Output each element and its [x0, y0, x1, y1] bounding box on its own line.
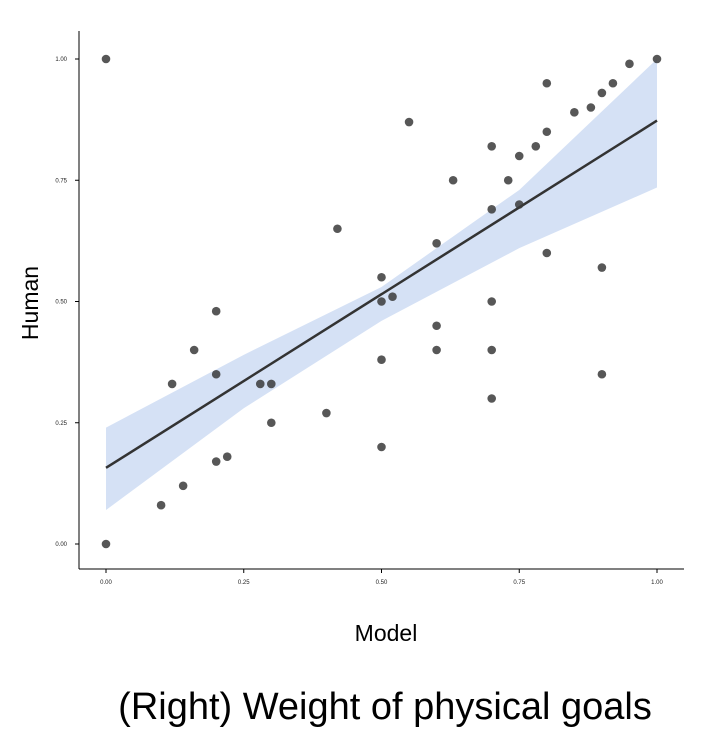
x-tick-label: 0.00 [100, 580, 112, 586]
confidence-band-layer [106, 59, 657, 511]
figure-caption: (Right) Weight of physical goals [118, 686, 652, 728]
data-point [487, 394, 497, 403]
data-point [542, 78, 552, 88]
data-point [211, 306, 221, 316]
data-point [267, 418, 276, 428]
data-point [487, 297, 497, 306]
data-point [333, 224, 342, 234]
data-point [322, 408, 331, 418]
data-point [404, 117, 414, 127]
fit-line-layer [105, 119, 658, 469]
data-point [432, 321, 441, 331]
data-point [377, 297, 386, 306]
regression-line [105, 119, 658, 469]
data-point [156, 500, 166, 510]
x-tick-label: 0.25 [238, 580, 250, 586]
data-point [487, 345, 497, 355]
data-point [211, 369, 221, 379]
data-point [597, 369, 607, 379]
data-point [487, 142, 497, 151]
data-point [189, 345, 199, 355]
data-point [586, 103, 596, 112]
y-axis-title: Human [17, 266, 43, 340]
data-point [448, 175, 458, 185]
data-point [542, 127, 552, 137]
axes: 0.00 0.25 0.50 0.75 1.00 0.00 0.25 0.50 0.75 1.00 [55, 31, 684, 586]
x-tick-label: 1.00 [651, 580, 663, 586]
data-point [377, 442, 386, 452]
x-tick-label: 0.50 [376, 580, 388, 586]
data-points-layer [101, 54, 662, 549]
data-point [514, 151, 524, 161]
data-point [101, 54, 111, 64]
data-point [514, 200, 524, 209]
data-point [432, 239, 441, 248]
x-axis-title: Model [355, 620, 418, 646]
data-point [503, 175, 513, 185]
y-tick-label: 0.50 [55, 300, 67, 306]
data-point [625, 59, 634, 69]
data-point [377, 355, 386, 365]
x-tick-label: 0.75 [513, 580, 525, 586]
y-tick-label: 0.00 [55, 542, 67, 548]
data-point [570, 108, 579, 117]
data-point [597, 263, 607, 272]
confidence-band [106, 59, 657, 511]
y-tick-label: 0.25 [55, 421, 67, 427]
data-point [608, 78, 618, 88]
data-point [542, 248, 552, 258]
data-point [222, 452, 232, 462]
data-point [167, 379, 177, 389]
data-point [255, 379, 265, 389]
data-point [101, 539, 111, 549]
data-point [178, 481, 188, 491]
data-point [432, 345, 441, 355]
data-point [211, 457, 221, 466]
data-point [531, 142, 541, 151]
data-point [597, 88, 607, 98]
data-point [388, 292, 397, 301]
y-tick-label: 1.00 [55, 57, 67, 63]
data-point [652, 54, 662, 64]
scatter-chart: 0.00 0.25 0.50 0.75 1.00 0.00 0.25 0.50 0.75 1.00… [17, 31, 684, 646]
data-point [487, 205, 497, 214]
data-point [267, 379, 276, 389]
data-point [377, 272, 386, 282]
y-tick-label: 0.75 [55, 178, 67, 184]
